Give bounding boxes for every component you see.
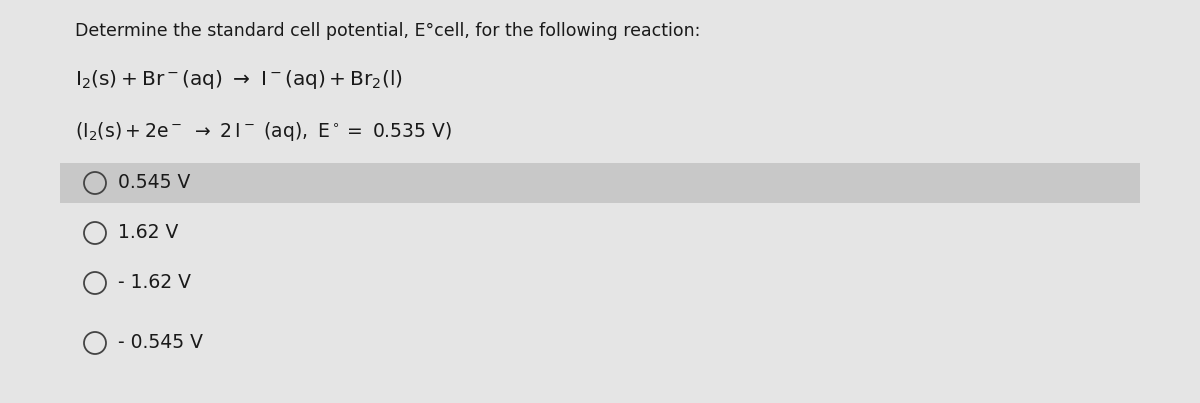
Text: $\mathrm{(I_2(s) + 2e^-\ \rightarrow\ 2\,I^-\ (aq),\ E^\circ{=}\ 0.535\ V)}$: $\mathrm{(I_2(s) + 2e^-\ \rightarrow\ 2\… — [74, 120, 452, 143]
Text: 1.62 V: 1.62 V — [118, 224, 179, 243]
Text: $\mathrm{I_2(s) + Br^-(aq)\ \rightarrow\ I^-(aq) + Br_2(l)}$: $\mathrm{I_2(s) + Br^-(aq)\ \rightarrow\… — [74, 68, 403, 91]
Text: - 1.62 V: - 1.62 V — [118, 274, 191, 293]
Text: Determine the standard cell potential, E°cell, for the following reaction:: Determine the standard cell potential, E… — [74, 22, 701, 40]
Bar — [60, 163, 1140, 203]
Text: 0.545 V: 0.545 V — [118, 174, 191, 193]
Text: - 0.545 V: - 0.545 V — [118, 334, 203, 353]
